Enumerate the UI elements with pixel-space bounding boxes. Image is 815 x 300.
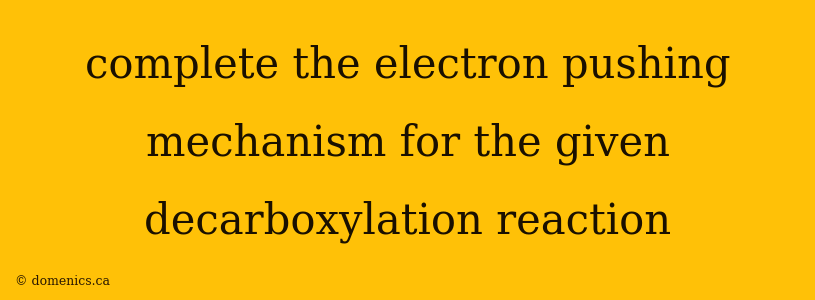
Text: mechanism for the given: mechanism for the given	[146, 123, 669, 165]
Text: decarboxylation reaction: decarboxylation reaction	[144, 201, 671, 243]
Text: complete the electron pushing: complete the electron pushing	[85, 45, 730, 87]
Text: © domenics.ca: © domenics.ca	[15, 275, 110, 288]
